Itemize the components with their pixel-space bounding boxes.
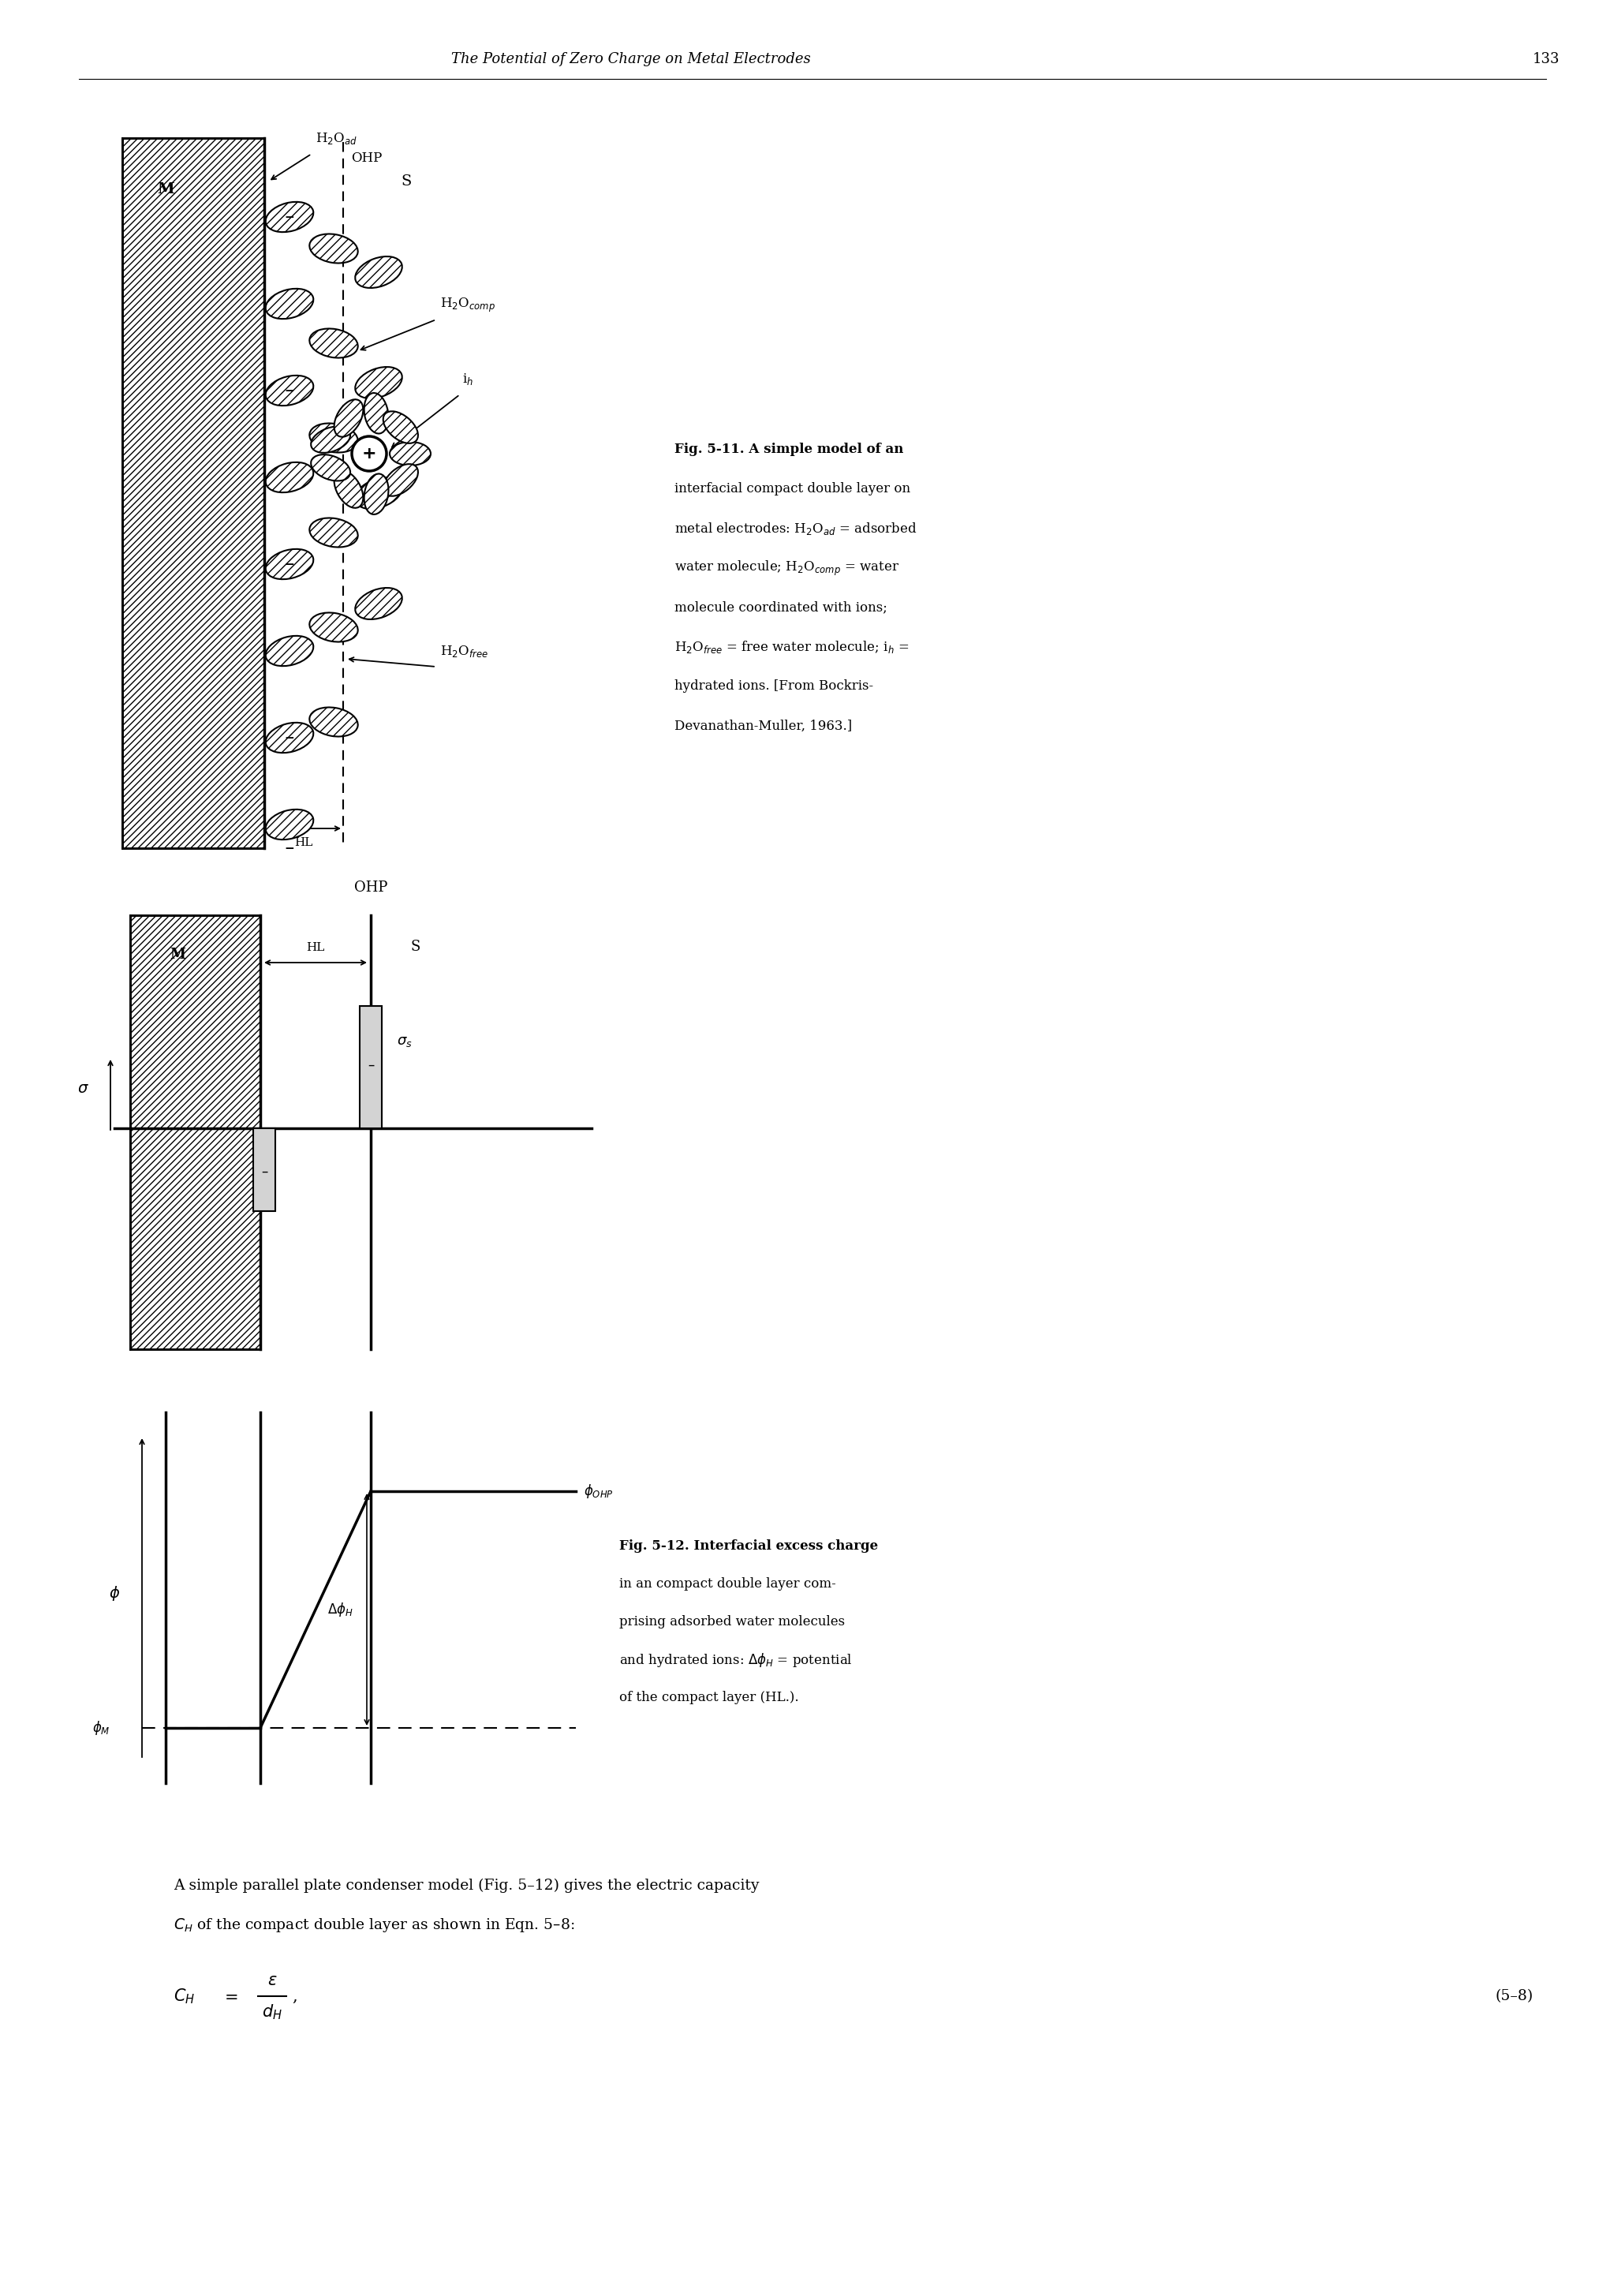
Text: M: M <box>158 181 174 197</box>
Text: $\phi_{OHP}$: $\phi_{OHP}$ <box>584 1483 613 1499</box>
Ellipse shape <box>309 234 357 264</box>
Text: M: M <box>169 948 185 962</box>
Ellipse shape <box>266 636 314 666</box>
Text: Fig. 5-12. Interfacial excess charge: Fig. 5-12. Interfacial excess charge <box>620 1541 877 1552</box>
Ellipse shape <box>353 436 386 471</box>
Text: Devanathan-Muller, 1963.]: Devanathan-Muller, 1963.] <box>675 719 852 732</box>
Text: $=$: $=$ <box>221 1988 238 2004</box>
Text: in an compact double layer com-: in an compact double layer com- <box>620 1577 836 1591</box>
Text: S: S <box>411 939 420 953</box>
Text: OHP: OHP <box>351 152 382 165</box>
Text: H$_2$O$_{free}$: H$_2$O$_{free}$ <box>440 643 488 659</box>
Text: molecule coordinated with ions;: molecule coordinated with ions; <box>675 602 887 615</box>
Text: $\varepsilon$: $\varepsilon$ <box>267 1972 277 1988</box>
Text: i$_h$: i$_h$ <box>462 372 473 386</box>
Text: ,: , <box>291 1988 298 2004</box>
Text: 133: 133 <box>1533 53 1560 67</box>
Ellipse shape <box>266 549 314 579</box>
Text: interfacial compact double layer on: interfacial compact double layer on <box>675 482 910 496</box>
Ellipse shape <box>266 723 314 753</box>
Ellipse shape <box>309 328 357 358</box>
Ellipse shape <box>311 455 351 480</box>
Text: $\sigma$: $\sigma$ <box>77 1081 89 1095</box>
Text: $\phi_M$: $\phi_M$ <box>92 1720 111 1736</box>
Text: H$_2$O$_{ad}$: H$_2$O$_{ad}$ <box>316 131 357 147</box>
Ellipse shape <box>364 393 388 434</box>
Ellipse shape <box>266 461 314 491</box>
Ellipse shape <box>266 289 314 319</box>
Text: $\sigma_s$: $\sigma_s$ <box>396 1035 412 1049</box>
Text: A simple parallel plate condenser model (Fig. 5–12) gives the electric capacity: A simple parallel plate condenser model … <box>174 1878 760 1892</box>
Text: −: − <box>285 732 295 744</box>
Ellipse shape <box>383 411 419 443</box>
Text: and hydrated ions: $\Delta\phi_H$ = potential: and hydrated ions: $\Delta\phi_H$ = pote… <box>620 1651 852 1669</box>
Ellipse shape <box>356 588 402 620</box>
Text: –: – <box>261 1164 267 1178</box>
Text: −: − <box>285 211 295 223</box>
Bar <box>253 1127 275 1210</box>
Text: –: – <box>367 1058 374 1072</box>
Text: $\Delta\phi_H$: $\Delta\phi_H$ <box>327 1600 353 1619</box>
Ellipse shape <box>356 478 402 510</box>
Bar <box>130 916 261 1350</box>
Ellipse shape <box>356 367 402 400</box>
Ellipse shape <box>309 422 357 452</box>
Text: H$_2$O$_{comp}$: H$_2$O$_{comp}$ <box>440 296 496 315</box>
Text: H$_2$O$_{free}$ = free water molecule; i$_h$ =: H$_2$O$_{free}$ = free water molecule; i… <box>675 638 910 654</box>
Text: OHP: OHP <box>354 882 388 895</box>
Text: water molecule; H$_2$O$_{comp}$ = water: water molecule; H$_2$O$_{comp}$ = water <box>675 558 900 576</box>
Text: HL: HL <box>295 838 312 847</box>
Text: −: − <box>285 558 295 569</box>
Ellipse shape <box>311 427 351 452</box>
Ellipse shape <box>364 473 388 514</box>
Text: HL: HL <box>306 941 325 953</box>
Bar <box>359 1006 382 1127</box>
Ellipse shape <box>390 441 431 466</box>
Ellipse shape <box>309 707 357 737</box>
Ellipse shape <box>266 202 314 232</box>
Ellipse shape <box>335 471 364 507</box>
Text: of the compact layer (HL.).: of the compact layer (HL.). <box>620 1692 799 1704</box>
Text: +: + <box>362 445 377 461</box>
Text: metal electrodes: H$_2$O$_{ad}$ = adsorbed: metal electrodes: H$_2$O$_{ad}$ = adsorb… <box>675 521 916 537</box>
Text: prising adsorbed water molecules: prising adsorbed water molecules <box>620 1616 845 1628</box>
Text: S: S <box>401 174 412 188</box>
Text: −: − <box>285 843 295 854</box>
Ellipse shape <box>266 377 314 406</box>
Text: $d_H$: $d_H$ <box>262 2002 282 2020</box>
Ellipse shape <box>266 810 314 840</box>
Text: −: − <box>285 386 295 397</box>
Ellipse shape <box>356 257 402 287</box>
Ellipse shape <box>383 464 419 496</box>
Ellipse shape <box>309 519 357 546</box>
Text: $C_H$: $C_H$ <box>174 1986 195 2004</box>
Text: The Potential of Zero Charge on Metal Electrodes: The Potential of Zero Charge on Metal El… <box>451 53 811 67</box>
Ellipse shape <box>309 613 357 643</box>
Text: $C_H$ of the compact double layer as shown in Eqn. 5–8:: $C_H$ of the compact double layer as sho… <box>174 1917 575 1933</box>
Bar <box>122 138 264 847</box>
Text: hydrated ions. [From Bockris-: hydrated ions. [From Bockris- <box>675 680 873 693</box>
Text: $\phi$: $\phi$ <box>109 1584 121 1603</box>
Ellipse shape <box>335 400 364 436</box>
Text: (5–8): (5–8) <box>1496 1988 1534 2004</box>
Text: Fig. 5-11. A simple model of an: Fig. 5-11. A simple model of an <box>675 443 903 457</box>
